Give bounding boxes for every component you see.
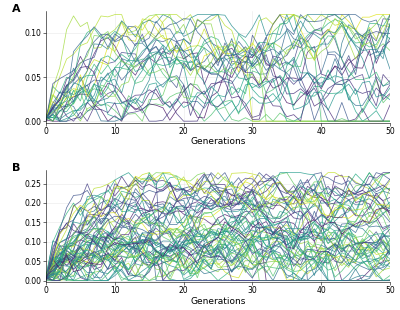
X-axis label: Generations: Generations xyxy=(190,297,246,306)
Text: A: A xyxy=(12,4,20,14)
Text: B: B xyxy=(12,163,20,173)
X-axis label: Generations: Generations xyxy=(190,138,246,147)
